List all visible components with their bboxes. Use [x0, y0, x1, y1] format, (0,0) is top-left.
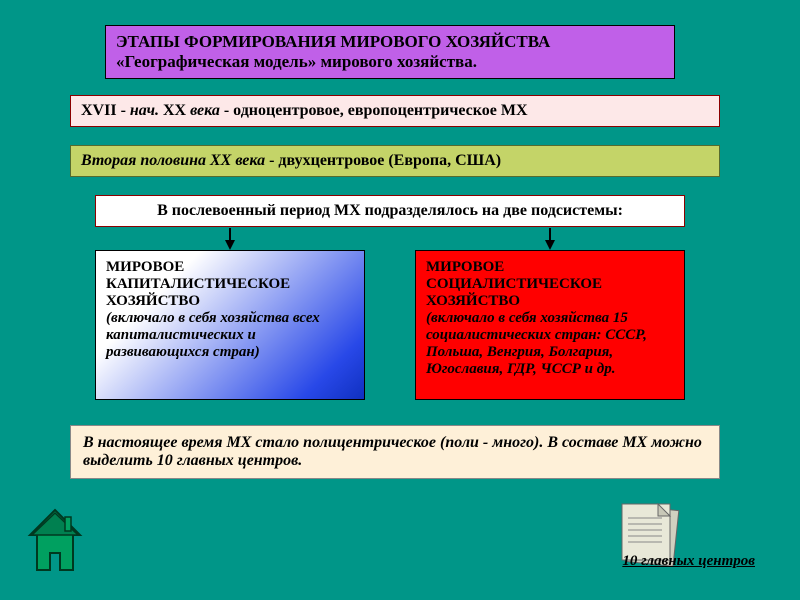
capitalist-heading: МИРОВОЕ КАПИТАЛИСТИЧЕСКОЕ ХОЗЯЙСТВО [106, 259, 354, 310]
stage1-suffix: - одноцентровое, европоцентрическое МХ [220, 102, 528, 119]
title-box: ЭТАПЫ ФОРМИРОВАНИЯ МИРОВОГО ХОЗЯЙСТВА «Г… [105, 25, 675, 79]
stage1-prefix: XVII - [81, 102, 130, 119]
stage1-box: XVII - нач. XX века - одноцентровое, евр… [70, 95, 720, 127]
centers-link[interactable]: 10 главных центров [550, 500, 775, 580]
capitalist-detail: (включало в себя хозяйства всех капитали… [106, 310, 354, 361]
title-line2: «Географическая модель» мирового хозяйст… [116, 52, 477, 71]
socialist-detail: (включало в себя хозяйства 15 социалисти… [426, 310, 674, 378]
capitalist-box: МИРОВОЕ КАПИТАЛИСТИЧЕСКОЕ ХОЗЯЙСТВО (вкл… [95, 250, 365, 400]
stage2-box: Вторая половина XX века - двухцентровое … [70, 145, 720, 177]
current-text: В настоящее время МХ стало полицентричес… [83, 434, 702, 469]
socialist-box: МИРОВОЕ СОЦИАЛИСТИЧЕСКОЕ ХОЗЯЙСТВО (вклю… [415, 250, 685, 400]
arrow-left-head [225, 240, 235, 250]
current-box: В настоящее время МХ стало полицентричес… [70, 425, 720, 479]
stage2-suffix: - двухцентровое (Европа, США) [265, 152, 501, 169]
home-button[interactable] [25, 505, 85, 580]
stage1-italic: нач. [130, 102, 159, 119]
postwar-text: В послевоенный период МХ подразделялось … [157, 202, 623, 219]
stage2-italic: Вторая половина XX века [81, 152, 265, 169]
arrow-right-head [545, 240, 555, 250]
home-icon [25, 505, 85, 580]
title-line1: ЭТАПЫ ФОРМИРОВАНИЯ МИРОВОГО ХОЗЯЙСТВА [116, 32, 550, 51]
socialist-heading: МИРОВОЕ СОЦИАЛИСТИЧЕСКОЕ ХОЗЯЙСТВО [426, 259, 674, 310]
stage1-italic2: века [190, 102, 220, 119]
centers-link-label: 10 главных центров [622, 553, 755, 570]
arrow-left-line [229, 228, 231, 240]
stage1-mid: XX [159, 102, 190, 119]
arrow-right-line [549, 228, 551, 240]
postwar-box: В послевоенный период МХ подразделялось … [95, 195, 685, 227]
